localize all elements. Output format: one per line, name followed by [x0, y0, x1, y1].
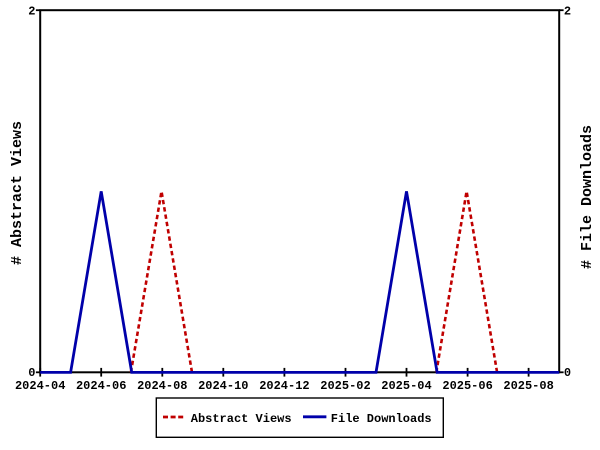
svg-text:0: 0	[28, 366, 35, 380]
svg-text:2024-12: 2024-12	[259, 379, 309, 393]
svg-text:2024-10: 2024-10	[198, 379, 248, 393]
svg-text:2025-06: 2025-06	[442, 379, 492, 393]
svg-text:2024-06: 2024-06	[76, 379, 126, 393]
svg-text:# File Downloads: # File Downloads	[579, 125, 596, 269]
svg-text:File Downloads: File Downloads	[331, 412, 432, 426]
svg-text:# Abstract Views: # Abstract Views	[9, 121, 26, 265]
svg-text:2024-08: 2024-08	[137, 379, 187, 393]
svg-text:2025-04: 2025-04	[381, 379, 431, 393]
svg-text:2025-02: 2025-02	[320, 379, 370, 393]
svg-text:2024-04: 2024-04	[15, 379, 65, 393]
svg-text:2025-08: 2025-08	[503, 379, 553, 393]
svg-text:2: 2	[564, 5, 571, 19]
svg-text:2: 2	[28, 5, 35, 19]
svg-text:Abstract Views: Abstract Views	[191, 412, 292, 426]
svg-text:0: 0	[564, 366, 571, 380]
